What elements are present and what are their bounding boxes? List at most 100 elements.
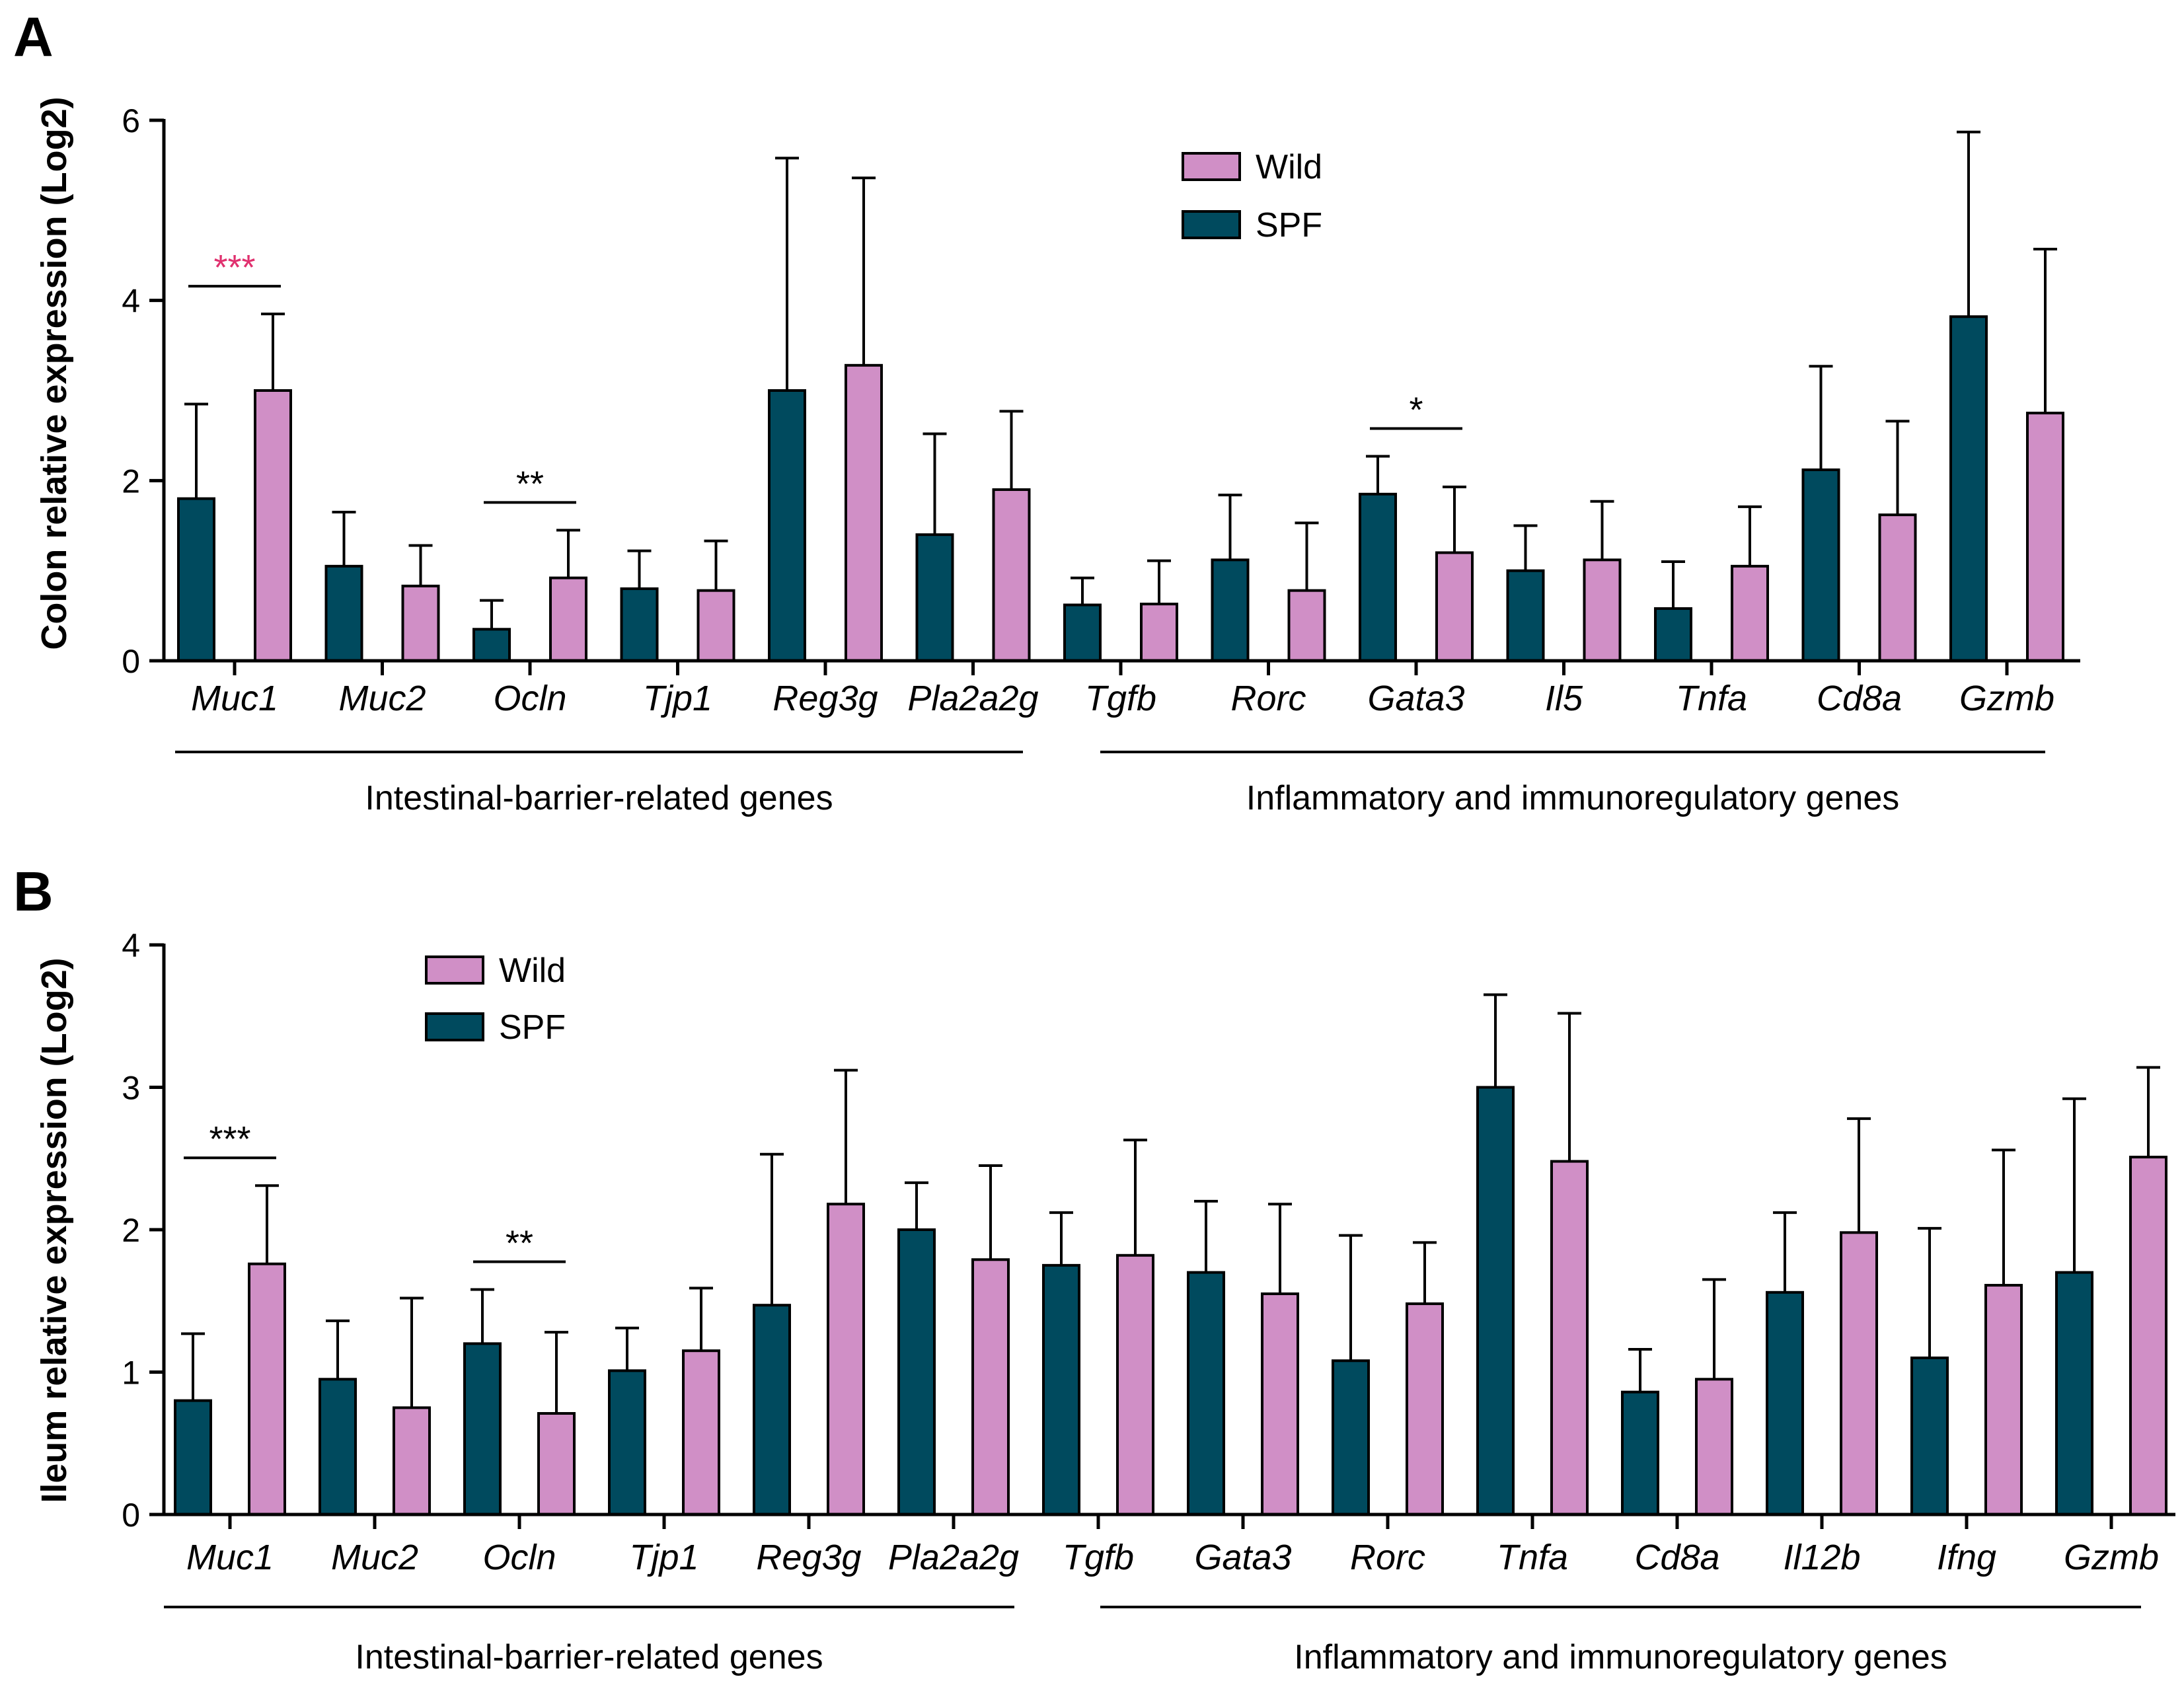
bar-spf-tjp1 [608,1369,646,1516]
bar-spf-tgfb [1042,1263,1080,1516]
bar-spf-gata3 [1187,1271,1225,1516]
significance-label: * [1409,391,1423,430]
bar-spf-pla2a2g [897,1228,936,1516]
bar-spf-rorc [1211,558,1250,662]
bar-spf-cd8a [1801,468,1840,662]
bar-spf-ocln [472,628,511,662]
significance-label: *** [213,248,255,287]
y-tick-label: 4 [122,927,140,964]
panel-a-y-axis: 0 2 4 6 [122,102,166,680]
legend-swatch-spf [425,1012,484,1041]
bar-wild-tnfa [1550,1160,1589,1516]
panel-a-legend: Wild SPF [1182,148,1322,244]
bar-wild-il5 [1583,558,1622,662]
panel-b-significance: ***** [184,1119,566,1263]
bar-spf-rorc [1332,1359,1370,1516]
bar-wild-tgfb [1116,1253,1154,1516]
bar-wild-ocln [537,1411,576,1516]
legend-label-wild: Wild [499,952,566,990]
bar-wild-gzmb [2129,1156,2167,1516]
bar-wild-pla2a2g [971,1258,1010,1516]
gene-label-il12b: Il12b [1783,1538,1860,1577]
bar-spf-tnfa [1476,1086,1515,1516]
gene-label-gata3: Gata3 [1367,679,1464,718]
y-tick-label: 1 [122,1355,140,1392]
panel-b-letter: B [13,860,54,922]
gene-label-tgfb: Tgfb [1063,1538,1134,1577]
panel-a-letter: A [13,6,54,68]
panel-b-x-axis-labels: Muc1 Muc2 Ocln Tjp1 Reg3g Pla2a2g Tgfb Gata3 Ror… [186,1538,2159,1577]
legend-swatch-spf [1182,210,1241,239]
bar-wild-gata3 [1435,551,1474,663]
gene-label-rorc: Rorc [1350,1538,1425,1577]
bar-wild-ifng [1984,1284,2023,1516]
gene-label-tgfb: Tgfb [1085,679,1156,718]
bar-spf-il5 [1506,569,1545,663]
bar-spf-muc1 [177,497,215,662]
y-tick-label: 0 [122,643,140,680]
bar-wild-gata3 [1261,1292,1299,1516]
bar-spf-ocln [463,1342,502,1516]
y-tick-label: 3 [122,1070,140,1107]
bar-spf-gata3 [1359,492,1397,662]
gene-label-gzmb: Gzmb [1959,679,2054,718]
y-tick-label: 6 [122,102,140,139]
gene-label-muc2: Muc2 [331,1538,418,1577]
bar-spf-muc2 [324,564,363,662]
panel-b-y-axis-label: Ileum relative expression (Log2) [34,957,74,1503]
gene-group-label: Inflammatory and immunoregulatory genes [1246,779,1899,817]
gene-label-rorc: Rorc [1230,679,1306,718]
bar-spf-muc2 [319,1378,357,1516]
panel-a-significance: ****** [188,248,1462,504]
bar-spf-pla2a2g [915,533,954,663]
panel-b-y-axis: 0 1 2 3 4 [122,927,166,1534]
bar-spf-tnfa [1654,607,1692,663]
panel-b-gene-groups: Intestinal-barrier-related genes Inflamma… [164,1606,2141,1676]
bar-wild-muc2 [401,584,440,662]
gene-label-pla2a2g: Pla2a2g [888,1538,1019,1577]
panel-b-legend: Wild SPF [425,952,566,1047]
bar-wild-tjp1 [682,1349,720,1516]
bar-wild-muc1 [254,389,292,662]
bar-wild-tgfb [1140,603,1178,662]
gene-label-tjp1: Tjp1 [629,1538,698,1577]
panel-a-gene-groups: Intestinal-barrier-related genes Inflamma… [175,751,2045,817]
gene-label-ocln: Ocln [482,1538,556,1577]
legend-label-spf: SPF [1256,206,1322,244]
bar-wild-tnfa [1731,564,1769,662]
panel-a-bars [164,130,2080,675]
bar-wild-cd8a [1878,513,1917,663]
bar-wild-tjp1 [697,589,735,662]
bar-spf-muc1 [174,1399,212,1516]
gene-group-label: Inflammatory and immunoregulatory genes [1294,1638,1947,1676]
bar-spf-tjp1 [620,587,659,663]
y-tick-label: 2 [122,463,140,500]
gene-label-muc2: Muc2 [338,679,426,718]
bar-spf-cd8a [1621,1390,1659,1516]
y-tick-label: 0 [122,1497,140,1534]
gene-label-gzmb: Gzmb [2064,1538,2159,1577]
gene-label-il5: Il5 [1545,679,1583,718]
bar-spf-reg3g [768,389,806,662]
gene-label-pla2a2g: Pla2a2g [907,679,1038,718]
gene-label-muc1: Muc1 [191,679,278,718]
gene-label-gata3: Gata3 [1194,1538,1291,1577]
gene-label-tjp1: Tjp1 [643,679,712,718]
significance-label: ** [506,1224,533,1263]
gene-label-ifng: Ifng [1937,1538,1996,1577]
legend-label-spf: SPF [499,1008,566,1047]
gene-label-ocln: Ocln [493,679,566,718]
bar-wild-reg3g [845,363,883,662]
bar-wild-gzmb [2026,412,2064,662]
gene-group-label: Intestinal-barrier-related genes [365,779,833,817]
bar-spf-gzmb [2055,1271,2093,1516]
panel-b-bars [164,993,2175,1529]
panel-a-x-axis-labels: Muc1 Muc2 Ocln Tjp1 Reg3g Pla2a2g Tgfb Rorc Gata… [191,679,2054,718]
bar-spf-il12b [1766,1290,1804,1516]
significance-label: *** [209,1119,250,1159]
legend-swatch-wild [1182,152,1241,181]
gene-label-tnfa: Tnfa [1676,679,1747,718]
y-tick-label: 2 [122,1212,140,1249]
bar-wild-reg3g [827,1203,865,1516]
